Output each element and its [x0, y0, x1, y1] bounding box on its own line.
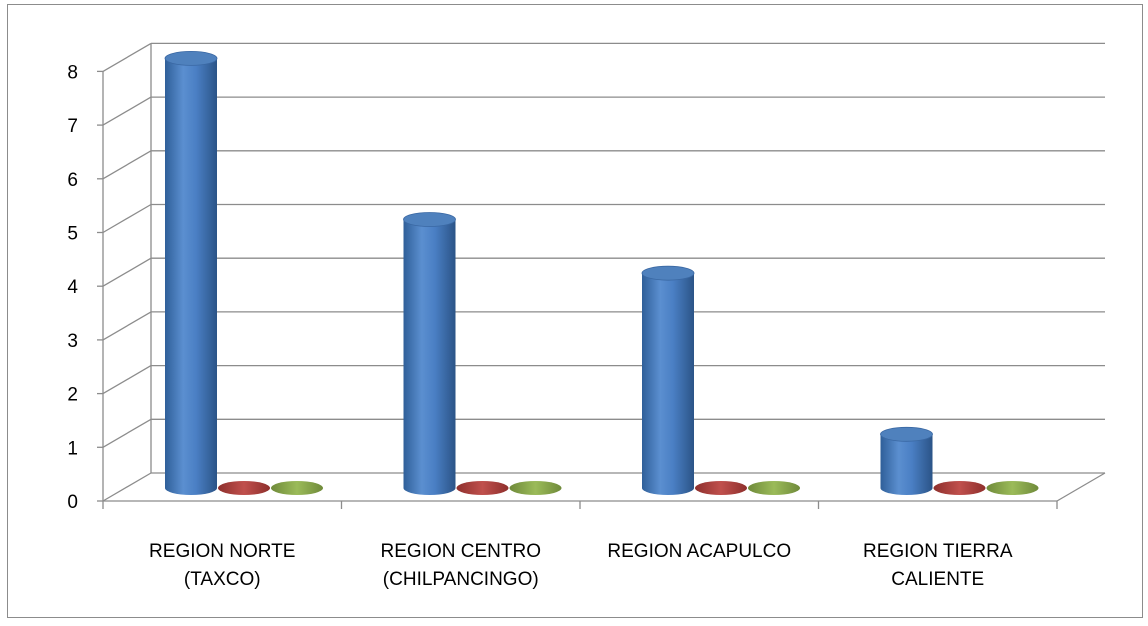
bar-top	[164, 51, 218, 66]
bar-flat-disc	[748, 481, 800, 495]
side-gridline	[102, 311, 152, 341]
bar-top	[880, 426, 933, 442]
bar-cylinder	[695, 481, 747, 495]
side-gridline	[102, 42, 152, 72]
floor-right-edge	[1056, 472, 1106, 502]
bar-body	[642, 273, 694, 495]
side-gridline	[102, 418, 152, 448]
bar-cylinder	[509, 481, 562, 495]
y-tick-label: 8	[67, 62, 78, 83]
x-category-label: REGION NORTE	[149, 541, 295, 562]
bar-cylinder	[218, 481, 270, 495]
bar-cylinder	[880, 426, 933, 495]
bar-cylinder	[456, 481, 509, 495]
bar-cylinder	[933, 481, 986, 495]
y-tick-label: 5	[67, 224, 78, 245]
y-tick-label: 3	[67, 331, 78, 352]
side-gridline	[102, 150, 152, 180]
bar-cylinder	[403, 212, 456, 495]
bar-body	[165, 58, 217, 496]
y-tick-label: 6	[67, 170, 78, 191]
side-gridline	[102, 472, 152, 502]
y-tick-label: 0	[67, 492, 78, 513]
bar-flat-disc	[218, 481, 270, 495]
bar-layer	[164, 51, 1039, 496]
x-category-label: REGION ACAPULCO	[607, 541, 791, 562]
bar-top	[641, 265, 695, 281]
bar-flat-disc	[986, 481, 1039, 495]
bar-body	[403, 219, 456, 495]
bar-top	[403, 212, 456, 227]
grid-layer	[102, 42, 1105, 502]
bar-cylinder	[271, 481, 323, 495]
side-gridline	[102, 203, 152, 234]
bar-flat-disc	[695, 481, 747, 495]
x-category-label: CALIENTE	[891, 569, 984, 590]
bar-flat-disc	[933, 481, 986, 495]
y-tick-label: 4	[67, 277, 78, 298]
x-category-label: REGION TIERRA	[863, 541, 1013, 562]
y-tick-label: 2	[67, 385, 78, 406]
bar-cylinder	[641, 265, 695, 495]
x-category-label: (TAXCO)	[184, 569, 261, 590]
label-layer: 0 1 2 3 4 5 6 7 8 REGION NORTE (TAXCO) REGION CENTR…	[67, 62, 1012, 590]
bar-cylinder	[164, 51, 218, 496]
bar-cylinder	[748, 481, 800, 495]
bar-flat-disc	[456, 481, 509, 495]
axis-layer	[97, 43, 1106, 509]
bar-flat-disc	[271, 481, 323, 495]
side-gridline	[102, 257, 152, 287]
y-tick-label: 1	[67, 438, 78, 459]
side-gridline	[102, 365, 152, 395]
bar-body	[880, 434, 933, 495]
bar-flat-disc	[509, 481, 562, 495]
x-category-label: (CHILPANCINGO)	[383, 569, 539, 590]
bar-cylinder	[986, 481, 1039, 495]
y-tick-label: 7	[67, 116, 78, 137]
side-gridline	[102, 96, 152, 126]
x-category-label: REGION CENTRO	[381, 541, 541, 562]
